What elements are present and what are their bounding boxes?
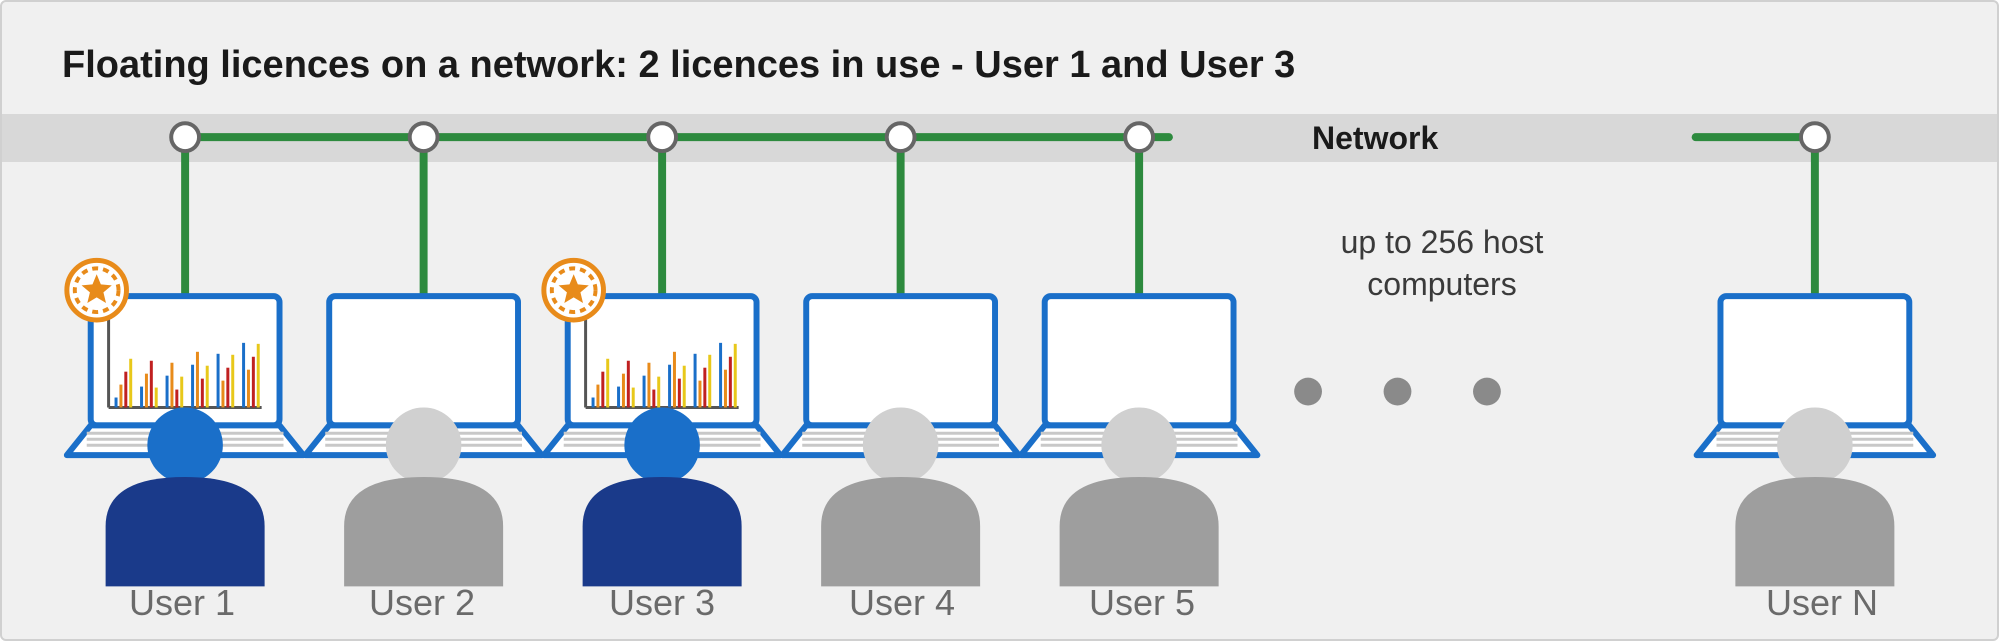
user-label: User 2 (322, 582, 522, 624)
user-label: User 1 (82, 582, 282, 624)
network-band (2, 114, 1997, 162)
user-label: User 3 (562, 582, 762, 624)
user-label: User 4 (802, 582, 1002, 624)
network-label: Network (1312, 120, 1438, 157)
hosts-note: up to 256 host computers (1312, 222, 1572, 305)
diagram-title: Floating licences on a network: 2 licenc… (62, 44, 1295, 87)
diagram-frame: Floating licences on a network: 2 licenc… (0, 0, 1999, 641)
user-label: User 5 (1042, 582, 1242, 624)
user-label: User N (1722, 582, 1922, 624)
diagram-svg (2, 2, 1997, 639)
